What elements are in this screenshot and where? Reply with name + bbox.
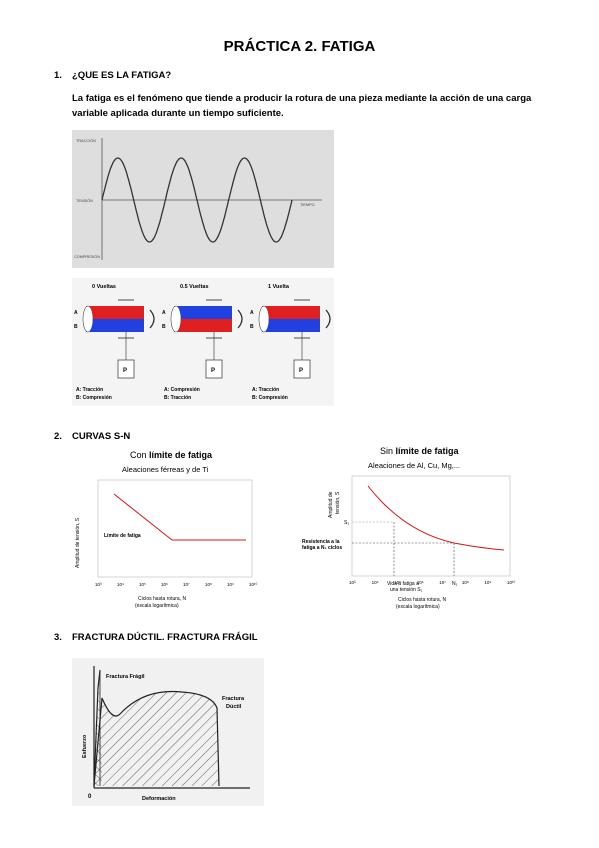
tension-label: TENSIÓN (76, 198, 93, 203)
life-annotation-1: Vida a fatiga a (387, 581, 419, 587)
legend-b: B: Tracción (164, 395, 191, 401)
x-tick-label: 10³ (349, 580, 356, 585)
chart-title: Sin límite de fatiga (380, 446, 460, 456)
chart-subtitle: Aleaciones de Al, Cu, Mg,... (368, 461, 460, 470)
legend-b: B: Compresión (252, 395, 288, 401)
annotation-line-1: Resistencia a la (302, 539, 340, 545)
s1-label: S₁ (344, 520, 349, 526)
legend-b: B: Compresión (76, 395, 112, 401)
load-box (293, 359, 311, 379)
x-tick-label: 10⁸ (205, 582, 212, 587)
rotation-panel: 1 Vuelta A B P A: Tracción B: Compresión (250, 284, 331, 401)
y-axis-label: Esfuerzo (82, 734, 88, 758)
x-tick-label: 10⁸ (462, 580, 469, 585)
ductile-brittle-figure: Fractura Frágil Fractura Dúctil Esfuerzo… (72, 658, 264, 806)
load-label: P (299, 368, 303, 374)
origin-label: 0 (88, 794, 92, 800)
sn-curve-with-limit: Con límite de fatiga Aleaciones férreas … (75, 450, 258, 609)
rotation-panel: 0.5 Vueltas A B P A: Compresión B: Tracc… (162, 284, 243, 401)
fatigue-limit-label: Límite de fatiga (104, 533, 141, 539)
load-label: P (211, 368, 215, 374)
x-tick-label: 10⁴ (372, 580, 379, 585)
x-tick-label: 10⁶ (161, 582, 168, 587)
x-axis-label: Ciclos hasta rotura, N (138, 596, 186, 602)
label-a: A (162, 310, 166, 316)
label-a: A (74, 310, 78, 316)
label-b: B (162, 324, 166, 330)
section-number: 3. (54, 632, 62, 643)
label-b: B (250, 324, 254, 330)
x-tick-label: 10¹⁰ (249, 582, 258, 587)
panel-title: 0 Vueltas (92, 284, 116, 290)
brittle-label: Fractura Frágil (106, 674, 145, 680)
beam-bottom-half (174, 319, 232, 332)
load-box (117, 359, 135, 379)
section-title: CURVAS S-N (72, 431, 131, 442)
beam-bottom-half (262, 319, 320, 332)
rotation-arrow-icon (325, 309, 331, 329)
y-axis-label-2: tensión, S (335, 491, 341, 514)
rotation-arrow-icon (149, 309, 155, 329)
tiempo-label: TIEMPO (300, 203, 315, 207)
traccion-label: TRACCIÓN (76, 138, 96, 143)
n1-label: N₁ (452, 581, 458, 587)
x-tick-label: 10⁶ (417, 580, 424, 585)
section-title: ¿QUE ES LA FATIGA? (72, 70, 172, 81)
section-2-heading: 2. CURVAS S-N (54, 431, 130, 442)
compresion-label: COMPRESIÓN (74, 254, 100, 259)
section-1-heading: 1. ¿QUE ES LA FATIGA? (54, 70, 171, 81)
legend-a: A: Compresión (164, 387, 200, 393)
x-tick-label: 10³ (95, 582, 102, 587)
sn-curve-without-limit: Sin límite de fatiga Aleaciones de Al, C… (302, 446, 516, 610)
section-title: FRACTURA DÚCTIL. FRACTURA FRÁGIL (72, 632, 258, 643)
beam-top-half (174, 306, 232, 319)
section-number: 2. (54, 431, 62, 442)
panel-title: 0.5 Vueltas (180, 284, 209, 290)
legend-a: A: Tracción (76, 387, 103, 393)
panel-title: 1 Vuelta (268, 284, 290, 290)
x-tick-label: 10¹⁰ (507, 580, 516, 585)
rotation-panel: 0 Vueltas A B P A: Tracción B: Compresió… (74, 284, 155, 401)
x-axis-label: Deformación (142, 796, 176, 802)
x-axis-label-scale: (escala logarítmica) (396, 604, 440, 610)
x-tick-label: 10⁹ (484, 580, 491, 585)
x-tick-label: 10⁷ (439, 580, 446, 585)
load-label: P (123, 368, 127, 374)
annotation-line-2: fatiga a N₁ ciclos (302, 545, 342, 551)
rotation-arrow-icon (237, 309, 243, 329)
beam-bottom-half (86, 319, 144, 332)
chart-title: Con límite de fatiga (130, 450, 213, 460)
load-box (205, 359, 223, 379)
label-a: A (250, 310, 254, 316)
x-tick-label: 10⁹ (227, 582, 234, 587)
y-axis-label: Amplitud de tensión, S (75, 517, 81, 568)
chart-subtitle: Aleaciones férreas y de Ti (122, 465, 209, 474)
load-cycle-figure: TRACCIÓN TENSIÓN COMPRESIÓN TIEMPO (72, 130, 334, 268)
section-3-heading: 3. FRACTURA DÚCTIL. FRACTURA FRÁGIL (54, 632, 258, 643)
beam-top-half (262, 306, 320, 319)
section-number: 1. (54, 70, 62, 81)
x-tick-label: 10⁵ (394, 580, 401, 585)
x-axis-label-scale: (escala logarítmica) (135, 603, 179, 609)
x-tick-label: 10⁴ (117, 582, 124, 587)
life-annotation-2: una tensión S₁ (390, 587, 423, 593)
x-tick-label: 10⁵ (139, 582, 146, 587)
legend-a: A: Tracción (252, 387, 279, 393)
ductile-label-2: Dúctil (226, 704, 242, 710)
intro-paragraph: La fatiga es el fenómeno que tiende a pr… (72, 93, 532, 119)
x-tick-label: 10⁷ (183, 582, 190, 587)
beam-top-half (86, 306, 144, 319)
label-b: B (74, 324, 78, 330)
rotating-beam-figure: 0 Vueltas A B P A: Tracción B: Compresió… (72, 278, 334, 406)
y-axis-label: Amplitud de (328, 491, 334, 518)
ductile-label-1: Fractura (222, 696, 245, 702)
x-axis-label: Ciclos hasta rotura, N (398, 597, 446, 603)
page-title: PRÁCTICA 2. FATIGA (223, 38, 376, 55)
